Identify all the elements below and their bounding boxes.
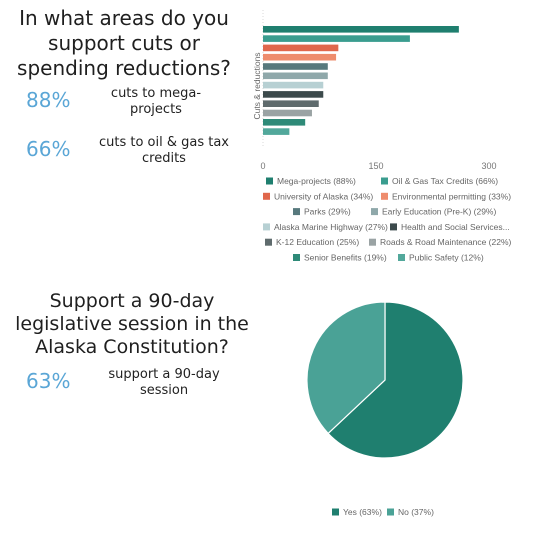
bar-8 [263, 100, 319, 107]
bar-y-axis-label: Cuts & reductions [252, 52, 262, 119]
bar-legend-label: Senior Benefits (19%) [304, 253, 387, 263]
bar-3 [263, 53, 337, 61]
bar-1 [263, 35, 410, 42]
bar-legend-label: Public Safety (12%) [409, 253, 484, 263]
bar-2 [263, 44, 339, 52]
bar-x-tick-label: 0 [260, 161, 265, 171]
bar-legend-swatch [266, 177, 273, 185]
pie-slice-0 [327, 301, 464, 459]
bar-legend-swatch [263, 192, 270, 200]
stat-desc-oil-gas: cuts to oil & gas tax credits [98, 135, 230, 166]
pie-legend-swatch [332, 508, 339, 516]
pie-legend-swatch [387, 508, 394, 516]
q1-title: In what areas do you support cuts or spe… [17, 6, 231, 80]
bar-7 [263, 91, 324, 98]
bar-4 [263, 63, 328, 70]
bar-legend-label: Mega-projects (88%) [277, 176, 356, 186]
bar-x-tick-label: 150 [368, 161, 383, 171]
bar-x-tick-label: 300 [481, 161, 496, 171]
bar-legend-swatch [369, 238, 376, 246]
bar-legend-label: Environmental permitting (33%) [392, 191, 511, 201]
bar-9 [263, 109, 312, 117]
stat-percent-oil-gas: 66% [26, 137, 71, 161]
q2-title: Support a 90-day legislative session in … [15, 290, 249, 358]
session-pie-chart: Yes (63%) No (37%) [306, 301, 464, 517]
bar-legend-label: Health and Social Services... [401, 222, 510, 232]
bar-10 [263, 119, 306, 126]
stat-desc-mega-projects: cuts to mega-projects [110, 86, 202, 117]
bar-legend-label: Oil & Gas Tax Credits (66%) [392, 176, 498, 186]
bar-legend-swatch [293, 254, 300, 261]
bar-5 [263, 72, 328, 80]
stat-percent-mega-projects: 88% [26, 88, 71, 112]
stat-percent-90-day: 63% [26, 369, 71, 393]
cuts-bar-chart: Cuts & reductions 0 150 300 Mega-projects (8… [252, 10, 512, 263]
bar-legend-label: Roads & Road Maintenance (22%) [380, 237, 512, 247]
pie-slice-1 [306, 301, 386, 435]
bar-legend-label: Parks (29%) [304, 207, 351, 217]
bar-legend-swatch [293, 208, 300, 216]
bar-legend-label: K-12 Education (25%) [276, 237, 359, 247]
pie-legend-label: Yes (63%) [343, 507, 382, 517]
bar-legend-swatch [381, 177, 388, 185]
pie-legend-label: No (37%) [398, 507, 434, 517]
bar-legend-label: University of Alaska (34%) [274, 191, 373, 201]
bar-legend-swatch [263, 223, 270, 231]
bar-11 [263, 128, 290, 135]
bar-legend-swatch [371, 208, 378, 216]
bar-legend-swatch [265, 238, 272, 246]
bar-legend-swatch [381, 192, 388, 200]
bar-0 [263, 26, 459, 33]
bar-legend-label: Early Education (Pre-K) (29%) [382, 207, 496, 217]
bar-legend-swatch [398, 254, 405, 261]
bar-6 [263, 81, 324, 89]
bar-legend-label: Alaska Marine Highway (27%) [274, 222, 388, 232]
stat-desc-90-day: support a 90-day session [108, 367, 220, 398]
bar-legend-swatch [390, 223, 397, 231]
